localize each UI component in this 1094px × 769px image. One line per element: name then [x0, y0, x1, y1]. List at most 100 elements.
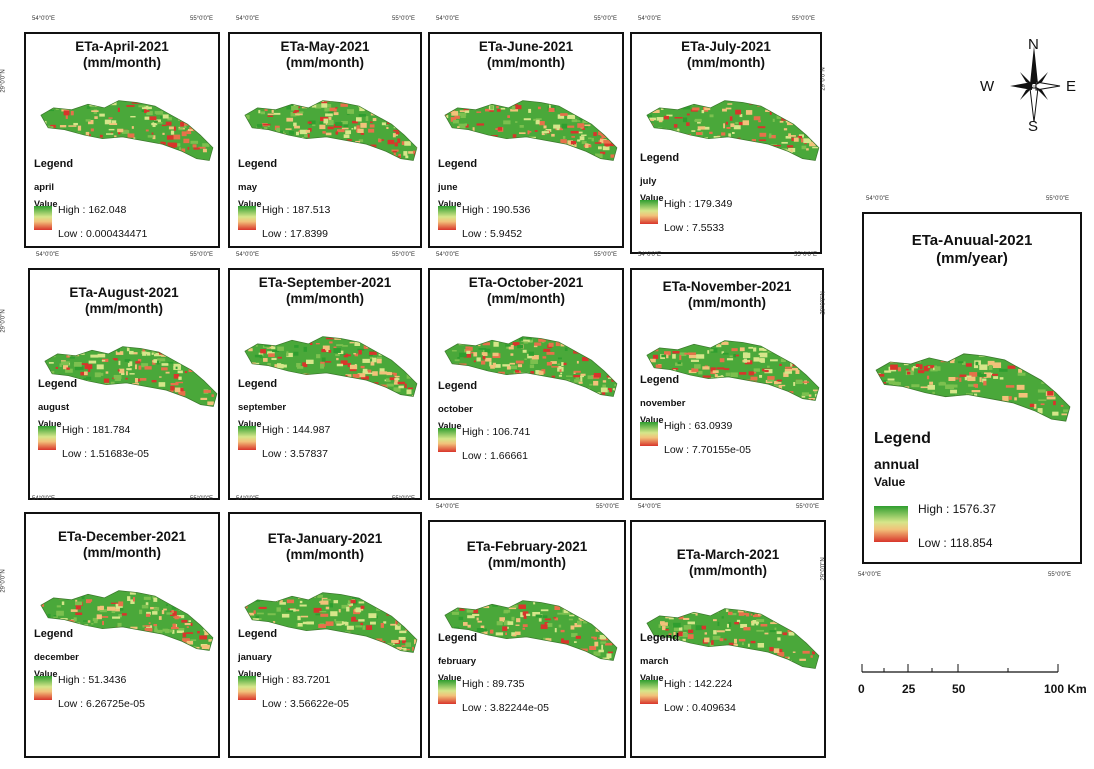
- annual-lon-right-top: 55°0'0"E: [1046, 196, 1070, 202]
- lon-left-label: 54°0'0"E: [436, 504, 460, 510]
- panel-unit-text: (mm/month): [689, 563, 767, 578]
- scale-label-100: 100 Km: [1044, 682, 1087, 696]
- panel-title: ETa-May-2021 (mm/month): [230, 39, 420, 71]
- panel-title-text: ETa-October-2021: [468, 275, 584, 290]
- panel-title: ETa-April-2021 (mm/month): [26, 39, 218, 71]
- annual-title-text: ETa-Anuual-2021: [911, 232, 1033, 249]
- legend-high: High : 190.536: [462, 204, 531, 216]
- lon-left-label: 54°0'0"E: [32, 496, 56, 502]
- legend-title: Legend: [640, 374, 680, 386]
- legend-color-ramp: [238, 426, 256, 450]
- panel-legend: Legend may Value: [238, 158, 277, 210]
- panel-unit-text: (mm/month): [286, 55, 364, 70]
- annual-lon-left-bottom: 54°0'0"E: [858, 572, 882, 578]
- lon-right-label: 55°0'0"E: [392, 252, 416, 258]
- annual-layer-name: annual: [874, 456, 920, 472]
- map-panel-february: ETa-February-2021 (mm/month) Legend februar…: [428, 520, 626, 758]
- panel-unit-text: (mm/month): [488, 555, 566, 570]
- legend-color-ramp: [640, 422, 658, 446]
- panel-legend: Legend february Value: [438, 632, 477, 684]
- legend-layer-name: july: [640, 176, 657, 187]
- legend-value-label: Value: [238, 419, 262, 429]
- legend-color-ramp: [640, 680, 658, 704]
- annual-title: ETa-Anuual-2021 (mm/year): [864, 232, 1080, 268]
- lon-left-label: 54°0'0"E: [236, 496, 260, 502]
- panel-title: ETa-December-2021 (mm/month): [26, 529, 218, 561]
- panel-unit-text: (mm/month): [286, 547, 364, 562]
- legend-title: Legend: [38, 378, 78, 390]
- lat-label: 29°0'0"N: [0, 569, 7, 593]
- panel-title-text: ETa-November-2021: [662, 279, 792, 294]
- panel-map-july: [646, 100, 820, 161]
- compass-e: E: [1066, 78, 1077, 95]
- lon-left-label: 54°0'0"E: [638, 252, 662, 258]
- lat-label: 29°0'0"N: [0, 309, 7, 333]
- legend-value-label: Value: [640, 193, 664, 203]
- legend-low: Low : 5.9452: [462, 228, 523, 240]
- panel-map-may: [244, 100, 418, 161]
- panel-unit-text: (mm/month): [83, 55, 161, 70]
- panel-title-text: ETa-March-2021: [676, 547, 780, 562]
- annual-color-ramp: [874, 506, 908, 542]
- map-panel-august: ETa-August-2021 (mm/month) Legend august Val…: [28, 268, 220, 500]
- legend-low: Low : 3.82244e-05: [462, 702, 549, 714]
- panel-legend: Legend november Value: [640, 374, 685, 426]
- map-panel-april: ETa-April-2021 (mm/month) Legend april Value…: [24, 32, 220, 248]
- panel-title: ETa-January-2021 (mm/month): [230, 531, 420, 563]
- lon-right-label: 55°0'0"E: [190, 252, 214, 258]
- legend-color-ramp: [640, 200, 658, 224]
- panel-map-april: [40, 100, 214, 161]
- panel-unit-text: (mm/month): [286, 291, 364, 306]
- panel-map-january: [244, 592, 418, 653]
- map-panel-may: ETa-May-2021 (mm/month) Legend may Value High…: [228, 32, 422, 248]
- legend-low: Low : 1.66661: [462, 450, 528, 462]
- annual-panel: ETa-Anuual-2021 (mm/year) Legend annual …: [862, 212, 1082, 564]
- panel-title-text: ETa-May-2021: [280, 39, 370, 54]
- lon-right-label: 55°0'0"E: [596, 504, 620, 510]
- legend-color-ramp: [438, 680, 456, 704]
- map-panel-september: ETa-September-2021 (mm/month) Legend septem…: [228, 268, 422, 500]
- panel-map-september: [244, 336, 418, 397]
- panel-legend: Legend august Value: [38, 378, 77, 430]
- panel-title-text: ETa-April-2021: [75, 39, 169, 54]
- legend-color-ramp: [34, 206, 52, 230]
- legend-low: Low : 6.26725e-05: [58, 698, 145, 710]
- legend-low: Low : 17.8399: [262, 228, 328, 240]
- panel-title: ETa-February-2021 (mm/month): [430, 539, 624, 571]
- map-panel-october: ETa-October-2021 (mm/month) Legend october V…: [428, 268, 624, 500]
- legend-title: Legend: [438, 380, 478, 392]
- annual-map: [875, 353, 1071, 422]
- annual-high-label: High : 1576.37: [918, 502, 997, 516]
- legend-layer-name: august: [38, 402, 70, 413]
- legend-high: High : 144.987: [262, 424, 331, 436]
- legend-layer-name: february: [438, 656, 477, 667]
- annual-lon-right-bottom: 55°0'0"E: [1048, 572, 1072, 578]
- panel-legend: Legend january Value: [238, 628, 277, 680]
- scale-label-25: 25: [902, 682, 916, 696]
- panel-unit-text: (mm/month): [687, 55, 765, 70]
- legend-layer-name: december: [34, 652, 79, 663]
- legend-value-label: Value: [34, 199, 58, 209]
- legend-title: Legend: [34, 628, 74, 640]
- panel-map-november: [646, 340, 820, 401]
- panel-legend: Legend march Value: [640, 632, 679, 684]
- panel-legend: Legend october Value: [438, 380, 477, 432]
- panel-unit-text: (mm/month): [487, 55, 565, 70]
- legend-title: Legend: [238, 378, 278, 390]
- legend-color-ramp: [38, 426, 56, 450]
- legend-value-label: Value: [238, 669, 262, 679]
- legend-title: Legend: [438, 632, 478, 644]
- lon-right-label: 55°0'0"E: [392, 496, 416, 502]
- compass-n: N: [1028, 36, 1039, 53]
- legend-layer-name: april: [34, 182, 55, 193]
- legend-color-ramp: [438, 206, 456, 230]
- map-panel-december: ETa-December-2021 (mm/month) Legend decembe…: [24, 512, 220, 758]
- scale-bar: 0 25 50 100 Km: [858, 660, 1088, 700]
- map-panel-july: ETa-July-2021 (mm/month) Legend july Value Hi…: [630, 32, 822, 254]
- lon-left-label: 54°0'0"E: [236, 252, 260, 258]
- panel-map-december: [40, 590, 214, 651]
- panel-unit-text: (mm/month): [83, 545, 161, 560]
- north-arrow-compass-icon: N S W E: [980, 36, 1090, 136]
- legend-color-ramp: [238, 206, 256, 230]
- legend-low: Low : 3.57837: [262, 448, 328, 460]
